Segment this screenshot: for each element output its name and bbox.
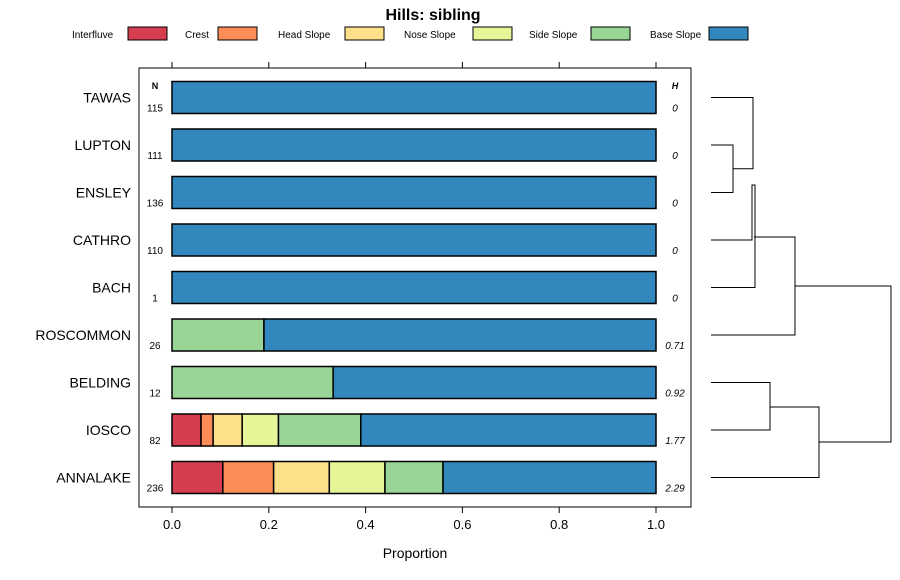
n-value-label: 236 [147, 484, 164, 495]
h-value-label: 0 [672, 246, 678, 257]
category-label: ANNALAKE [56, 470, 131, 486]
n-value-label: 115 [147, 104, 163, 115]
bar-segment [171, 318, 265, 352]
dendrogram-branch [711, 144, 734, 193]
n-value-label: 1 [152, 294, 158, 305]
x-tick-label: 0.6 [453, 517, 471, 532]
bar-row: ANNALAKE 236 2.29 [56, 460, 685, 495]
bar-segment [222, 460, 275, 495]
category-label: LUPTON [74, 137, 131, 153]
x-axis: 0.0 0.2 0.4 0.6 0.8 1.0 [163, 62, 665, 532]
bar-segment [171, 270, 657, 305]
h-value-label: 0 [672, 199, 678, 210]
category-label: IOSCO [86, 422, 131, 438]
dendrogram [711, 97, 892, 478]
bar-segment [360, 413, 657, 447]
h-value-label: 0 [672, 104, 678, 115]
chart-title: Hills: sibling [385, 7, 480, 24]
bar-segment [171, 365, 334, 400]
bar-segment [171, 413, 202, 447]
bar-segment [171, 175, 657, 210]
bar-segment [200, 413, 214, 447]
bar-row: BACH 1 0 [92, 270, 678, 305]
legend-label: Interfluve [72, 30, 114, 41]
h-value-label: 1.77 [665, 436, 685, 447]
x-tick-label: 0.2 [260, 517, 278, 532]
legend-label: Base Slope [650, 30, 702, 41]
bar-segment [263, 318, 657, 352]
category-label: CATHRO [73, 232, 131, 248]
h-value-label: 0 [672, 294, 678, 305]
n-value-label: 12 [149, 389, 161, 400]
plot-frame [138, 67, 692, 508]
legend-label: Crest [185, 30, 209, 41]
bar-segment [171, 460, 224, 495]
bar-row: ENSLEY 136 0 [76, 175, 678, 210]
bar-segment [328, 460, 386, 495]
n-value-label: 26 [149, 341, 161, 352]
n-value-label: 110 [147, 246, 163, 257]
bar-row: BELDING 12 0.92 [70, 365, 685, 400]
legend-label: Side Slope [529, 30, 578, 41]
dendrogram-branch [795, 285, 892, 443]
legend-label: Nose Slope [404, 30, 456, 41]
bar-segment [212, 413, 243, 447]
bar-segment [332, 365, 657, 400]
n-value-label: 136 [147, 199, 164, 210]
bar-row: CATHRO 110 0 [73, 223, 678, 257]
legend-swatch [590, 26, 631, 41]
category-label: ROSCOMMON [35, 327, 131, 343]
bar-segment [272, 460, 331, 495]
dendrogram-branch [711, 97, 754, 170]
legend: Interfluve Crest Head Slope Nose Slope Side … [72, 26, 749, 41]
h-value-label: 0.92 [665, 389, 685, 400]
legend-swatch [708, 26, 749, 41]
bar-segment [241, 413, 280, 447]
legend-swatch [217, 26, 258, 41]
dendrogram-branch [711, 382, 771, 431]
h-value-label: 0 [672, 151, 678, 162]
legend-label: Head Slope [278, 30, 331, 41]
legend-swatch [127, 26, 168, 41]
n-value-label: 82 [149, 436, 161, 447]
category-label: TAWAS [83, 90, 131, 106]
dendrogram-branch [711, 236, 796, 336]
h-column-header: H [672, 81, 679, 91]
bar-row: LUPTON 111 0 [74, 128, 678, 162]
bar-segment [384, 460, 444, 495]
bar-segment [171, 223, 657, 257]
dendrogram-branch [711, 184, 753, 241]
n-column-header: N [152, 81, 159, 91]
x-tick-label: 0.4 [357, 517, 375, 532]
x-tick-label: 0.8 [550, 517, 568, 532]
bar-row: TAWAS 115 0 [83, 80, 678, 115]
n-value-label: 111 [147, 151, 163, 162]
dendrogram-branch [711, 184, 756, 288]
legend-swatch [344, 26, 385, 41]
bar-row: ROSCOMMON 26 0.71 [35, 318, 685, 352]
bar-segment [171, 128, 657, 162]
h-value-label: 0.71 [665, 341, 684, 352]
bar-segment [171, 80, 657, 115]
category-label: BELDING [70, 375, 131, 391]
h-value-label: 2.29 [664, 484, 685, 495]
category-label: ENSLEY [76, 185, 132, 201]
category-label: BACH [92, 280, 131, 296]
x-axis-label: Proportion [383, 545, 448, 561]
bar-row: IOSCO 82 1.77 [86, 413, 685, 447]
legend-swatch [472, 26, 513, 41]
dendrogram-branch [711, 406, 820, 478]
bar-segment [442, 460, 657, 495]
bar-segment [277, 413, 362, 447]
x-tick-label: 1.0 [647, 517, 665, 532]
x-tick-label: 0.0 [163, 517, 181, 532]
